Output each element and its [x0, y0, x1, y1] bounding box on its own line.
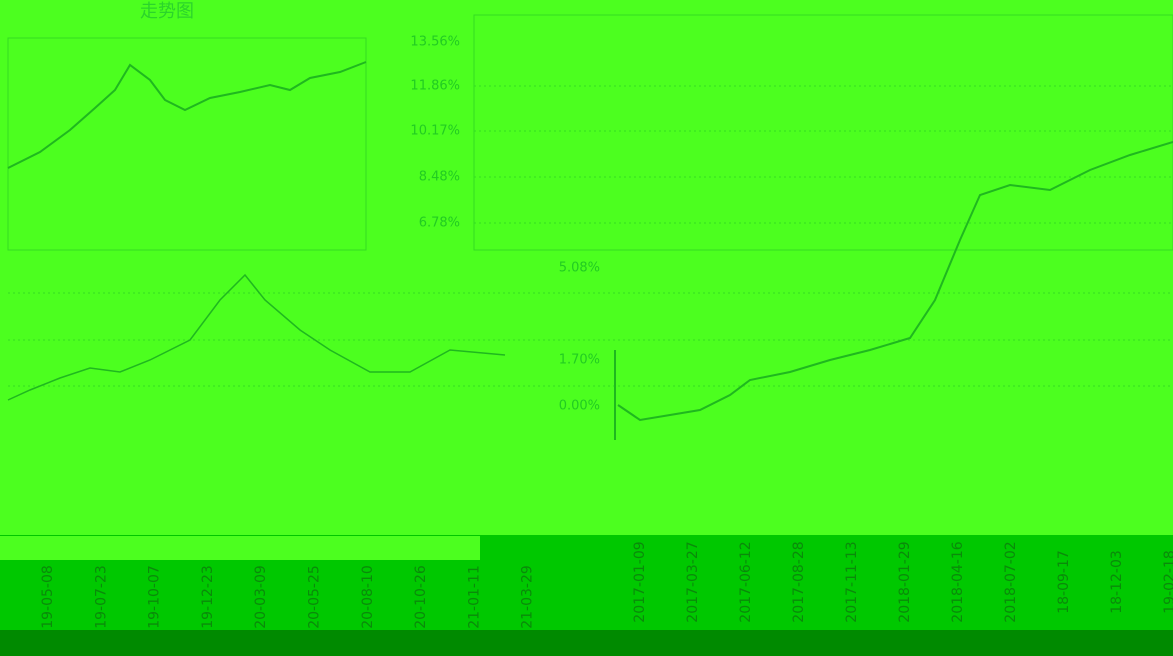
date-label: 2017-01-09 [632, 541, 648, 622]
y-label: 5.08% [559, 261, 600, 276]
date-label: 19-12-23 [200, 565, 216, 629]
date-label: 21-01-11 [466, 565, 482, 629]
date-label: 2018-07-02 [1003, 541, 1019, 622]
title: 走势图 [140, 1, 194, 22]
date-label: 20-10-26 [413, 565, 429, 629]
date-label: 20-08-10 [360, 565, 376, 629]
y-label: 10.17% [410, 124, 460, 139]
y-label: 0.00% [559, 399, 600, 414]
date-label: 18-12-03 [1109, 550, 1125, 614]
y-label: 11.86% [410, 79, 460, 94]
date-label: 2017-03-27 [685, 541, 701, 622]
date-label: 20-05-25 [307, 565, 323, 629]
y-label: 8.48% [419, 170, 460, 185]
footer-band [0, 630, 1173, 656]
right-curve [617, 141, 1173, 422]
labels: 13.56% 11.86% 10.17% 8.48% 6.78% 5.08% 1.70% 0.… [40, 35, 1173, 629]
left-curve [7, 61, 367, 169]
grid [8, 85, 1173, 387]
date-label: 21-03-29 [520, 565, 536, 629]
date-label: 2018-01-29 [897, 541, 913, 622]
date-label: 19-07-23 [93, 565, 109, 629]
lower-curve [7, 273, 506, 401]
right-frame [473, 14, 1173, 251]
date-label: 2017-11-13 [844, 541, 860, 622]
y-label: 6.78% [419, 216, 460, 231]
y-label: 1.70% [559, 353, 600, 368]
date-label: 2017-06-12 [738, 541, 754, 622]
date-label: 20-03-09 [253, 565, 269, 629]
band-gap [0, 536, 480, 560]
date-label: 2017-08-28 [791, 541, 807, 622]
left-frame [7, 37, 367, 251]
date-label: 19-02-18 [1162, 550, 1173, 614]
y-label: 13.56% [410, 35, 460, 50]
date-label: 2018-04-16 [950, 541, 966, 622]
date-label: 18-09-17 [1056, 550, 1072, 614]
date-label: 19-05-08 [40, 565, 56, 629]
date-label: 19-10-07 [147, 565, 163, 629]
